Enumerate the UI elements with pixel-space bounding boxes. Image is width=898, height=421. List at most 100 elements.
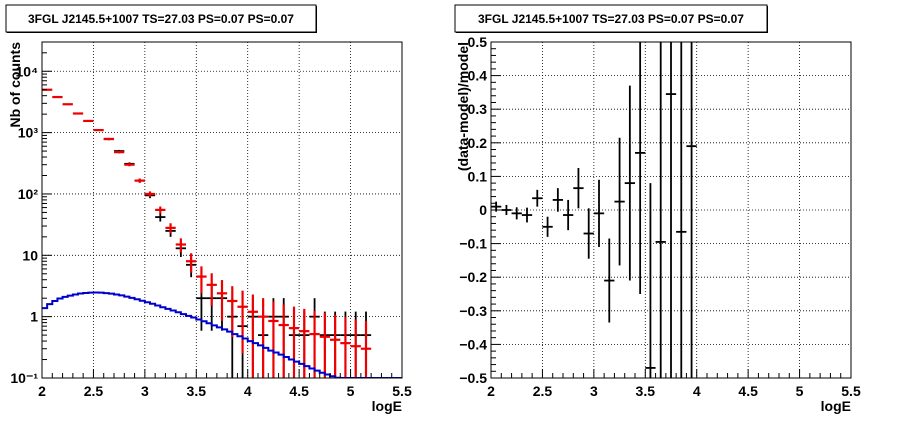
model-point: [278, 304, 289, 378]
model-point: [206, 273, 217, 306]
x-axis: 2 2.5 3 3.5 4 4.5 5 5.5: [38, 369, 412, 399]
series-layer: [491, 42, 697, 378]
x-tick-label: 2: [487, 383, 495, 399]
y-axis: 10⁻¹ 1 10 10² 10³ 10⁴: [10, 41, 52, 386]
x-tick-label: 3: [141, 383, 149, 399]
model-point: [360, 320, 372, 378]
data-point: [686, 42, 697, 378]
y-tick-label: −0.4: [459, 336, 487, 352]
series-layer: [42, 88, 402, 378]
x-tick-label: 5.5: [841, 383, 861, 399]
chart-title: 3FGL J2145.5+1007 TS=27.03 PS=0.07 PS=0.…: [28, 12, 294, 26]
y-tick-label: −0.2: [459, 269, 487, 285]
model-point: [350, 319, 361, 378]
y-tick-label: −0.5: [459, 370, 487, 386]
chart-panel-counts: 2 2.5 3 3.5 4 4.5 5 5.5 10⁻¹ 1 10 10² 10³ 10⁴ logE Nb o…: [5, 4, 412, 414]
x-tick-label: 5.5: [392, 383, 412, 399]
x-tick-label: 5: [796, 383, 804, 399]
data-point: [552, 188, 563, 212]
y-tick-label: −0.3: [459, 303, 487, 319]
y-axis-title: Nb of counts: [7, 42, 23, 128]
model-point: [155, 206, 166, 214]
x-tick-label: 3.5: [187, 383, 207, 399]
data-point: [624, 85, 635, 281]
data-point: [501, 204, 512, 216]
x-axis-title: logE: [821, 398, 851, 414]
model-point: [340, 317, 351, 378]
y-tick-label: 0.3: [468, 101, 488, 117]
y-tick-label: −0.1: [459, 236, 487, 252]
model-point: [103, 137, 114, 140]
model-point: [62, 103, 73, 106]
y-axis-title: (data-model)/model: [455, 42, 471, 171]
grid: [42, 42, 402, 378]
data-point: [563, 199, 574, 231]
x-tick-label: 3.5: [636, 383, 656, 399]
y-tick-label: 1: [30, 309, 38, 325]
title-box: [5, 4, 317, 33]
x-tick-label: 2: [38, 383, 46, 399]
x-tick-label: 2.5: [84, 383, 104, 399]
model-point: [72, 112, 84, 115]
model-point: [216, 280, 228, 321]
x-axis-title: logE: [372, 398, 402, 414]
model-point: [247, 294, 258, 378]
data-point: [655, 42, 666, 378]
y-tick-label: 0.4: [468, 68, 488, 84]
x-tick-label: 4: [693, 383, 701, 399]
model-point: [258, 298, 269, 378]
x-tick-label: 3: [590, 383, 598, 399]
y-tick-label: 10⁴: [16, 63, 39, 79]
model-point: [83, 119, 94, 123]
model-point: [52, 95, 63, 99]
model-point: [319, 312, 330, 378]
x-tick-label: 4.5: [289, 383, 309, 399]
data-point: [614, 137, 625, 266]
source-model-histogram: [42, 291, 402, 378]
data-point: [521, 207, 533, 223]
data-point: [155, 213, 166, 222]
plot-frame: [41, 41, 403, 379]
chart-title: 3FGL J2145.5+1007 TS=27.03 PS=0.07 PS=0.…: [478, 12, 744, 26]
model-point: [227, 286, 238, 338]
y-axis: −0.5 −0.4 −0.3 −0.2 −0.1 0 0.1 0.2 0.3 0.4 0.5: [459, 34, 501, 386]
model-point: [124, 163, 135, 167]
model-point: [93, 128, 104, 132]
y-tick-label: 0: [479, 202, 487, 218]
data-point: [583, 208, 594, 259]
x-tick-label: 4: [244, 383, 252, 399]
x-tick-label: 2.5: [533, 383, 553, 399]
model-point: [330, 314, 341, 378]
model-point: [237, 290, 248, 354]
model-point: [268, 301, 279, 378]
model-point: [196, 266, 207, 294]
y-tick-label: 10³: [18, 125, 39, 141]
y-tick-label: 0.1: [468, 168, 488, 184]
model-point: [309, 310, 320, 378]
y-tick-label: 10²: [18, 186, 39, 202]
y-tick-label: 10⁻¹: [10, 370, 38, 386]
y-tick-label: 10: [22, 247, 38, 263]
model-point: [288, 306, 300, 378]
chart-panel-residuals: 2 2.5 3 3.5 4 4.5 5 5.5 −0.5 −0.4 −0.3 −0.2 −0.1 0 0.1…: [454, 4, 861, 414]
data-point: [593, 179, 605, 247]
data-point: [645, 183, 656, 378]
model-point: [144, 191, 156, 197]
x-axis: 2 2.5 3 3.5 4 4.5 5 5.5: [487, 369, 861, 399]
data-point: [573, 168, 584, 209]
data-point: [665, 42, 677, 378]
data-point: [676, 42, 687, 378]
data-point: [532, 189, 543, 207]
y-tick-label: 0.5: [468, 34, 488, 50]
model-point: [114, 150, 125, 154]
data-point: [635, 42, 646, 294]
y-tick-label: 0.2: [468, 135, 488, 151]
model-point: [134, 178, 145, 183]
data-point: [604, 238, 615, 323]
model-point: [165, 223, 176, 234]
x-tick-label: 5: [347, 383, 355, 399]
model-point: [175, 238, 186, 253]
title-box: [454, 4, 768, 33]
x-tick-label: 4.5: [738, 383, 758, 399]
